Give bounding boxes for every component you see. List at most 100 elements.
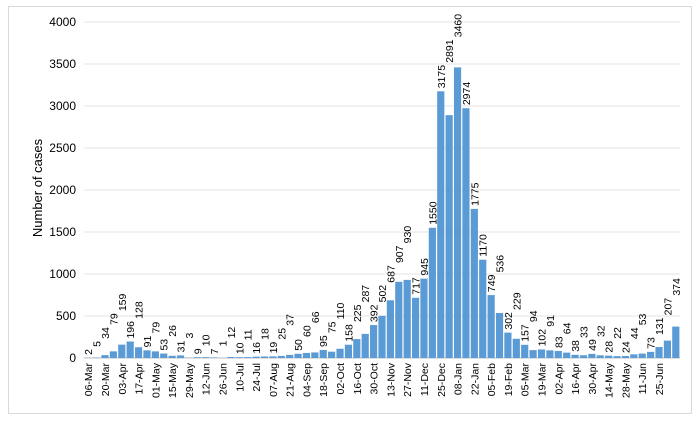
bar bbox=[579, 355, 588, 358]
data-label: 374 bbox=[671, 278, 683, 296]
bar bbox=[202, 357, 210, 358]
y-tick-label: 1000 bbox=[49, 267, 76, 281]
x-tick-label: 06-Mar bbox=[83, 363, 95, 397]
data-label: 225 bbox=[352, 304, 364, 322]
data-label: 44 bbox=[629, 327, 641, 339]
x-tick-label: 14-May bbox=[604, 362, 616, 398]
x-tick-label: 15-May bbox=[167, 362, 179, 398]
x-tick-label: 18-Sep bbox=[318, 363, 330, 397]
bar bbox=[529, 350, 537, 358]
data-label: 131 bbox=[654, 317, 666, 335]
data-label: 31 bbox=[176, 341, 188, 353]
data-label: 32 bbox=[595, 325, 607, 337]
bar bbox=[428, 227, 436, 358]
y-tick-label: 4000 bbox=[49, 15, 76, 29]
x-tick-label: 22-Jan bbox=[469, 363, 481, 395]
bar bbox=[563, 352, 571, 358]
bar bbox=[495, 312, 504, 358]
bar bbox=[210, 357, 218, 358]
bar bbox=[621, 355, 630, 358]
x-tick-label: 11-Dec bbox=[419, 363, 431, 396]
data-label: 159 bbox=[117, 293, 129, 311]
data-label: 91 bbox=[142, 336, 154, 348]
bar bbox=[453, 67, 462, 359]
bar bbox=[605, 355, 613, 358]
bar bbox=[277, 355, 285, 358]
bar bbox=[462, 108, 470, 359]
bar bbox=[445, 115, 453, 358]
x-tick-label: 17-Apr bbox=[134, 362, 146, 394]
x-tick-label: 05-Mar bbox=[520, 363, 532, 397]
data-label: 24 bbox=[620, 341, 632, 353]
bar bbox=[336, 348, 344, 358]
data-label: 7 bbox=[209, 348, 221, 354]
data-label: 502 bbox=[377, 285, 389, 303]
bar bbox=[168, 355, 176, 358]
x-tick-label: 19-Mar bbox=[536, 363, 548, 397]
x-tick-label: 12-Jun bbox=[201, 363, 213, 395]
x-tick-label: 11-Jun bbox=[637, 363, 649, 394]
data-label: 717 bbox=[411, 277, 423, 295]
bar bbox=[134, 347, 143, 358]
x-tick-label: 29-May bbox=[184, 362, 196, 398]
data-label: 207 bbox=[662, 298, 674, 316]
data-label: 1550 bbox=[427, 201, 439, 225]
data-label: 3 bbox=[184, 333, 196, 339]
bar bbox=[479, 259, 487, 358]
x-tick-label: 07-Aug bbox=[268, 363, 280, 397]
x-tick-label: 16-Apr bbox=[570, 362, 582, 394]
data-label: 60 bbox=[301, 325, 313, 337]
data-label: 33 bbox=[578, 326, 590, 338]
bar bbox=[470, 208, 478, 358]
x-tick-label: 27-Nov bbox=[402, 362, 414, 397]
data-label: 11 bbox=[243, 329, 255, 340]
data-label: 22 bbox=[612, 327, 624, 339]
y-tick-label: 3500 bbox=[49, 57, 76, 71]
bar bbox=[588, 353, 596, 358]
bar bbox=[328, 351, 336, 358]
data-label: 196 bbox=[125, 321, 137, 339]
data-label: 907 bbox=[394, 245, 406, 263]
bar bbox=[101, 355, 109, 358]
x-tick-label: 08-Jan bbox=[453, 363, 465, 395]
data-label: 158 bbox=[343, 324, 355, 342]
bar bbox=[630, 354, 638, 358]
bar bbox=[420, 278, 428, 358]
bar bbox=[151, 351, 159, 358]
y-tick-label: 2500 bbox=[49, 141, 76, 155]
data-label: 1775 bbox=[469, 182, 481, 206]
x-tick-label: 21-Aug bbox=[285, 363, 297, 397]
data-label: 945 bbox=[419, 258, 431, 276]
bar bbox=[235, 357, 243, 358]
bar bbox=[311, 352, 319, 358]
data-label: 79 bbox=[150, 322, 162, 334]
bar bbox=[109, 351, 117, 358]
data-label: 75 bbox=[327, 321, 339, 333]
x-tick-label: 30-Oct bbox=[369, 363, 381, 395]
bar bbox=[655, 346, 663, 358]
x-tick-label: 28-May bbox=[620, 362, 632, 398]
x-tick-label: 01-May bbox=[150, 362, 162, 398]
data-label: 16 bbox=[251, 342, 263, 354]
bar bbox=[411, 297, 420, 358]
y-tick-label: 2000 bbox=[49, 183, 76, 197]
x-tick-label: 19-Feb bbox=[503, 363, 515, 396]
data-label: 73 bbox=[646, 337, 658, 349]
data-label: 229 bbox=[511, 292, 523, 310]
bar bbox=[571, 354, 579, 358]
bar bbox=[269, 356, 277, 358]
x-tick-label: 20-Mar bbox=[100, 363, 112, 397]
data-label: 79 bbox=[108, 313, 120, 325]
data-label: 53 bbox=[637, 313, 649, 325]
y-tick-label: 0 bbox=[69, 351, 76, 365]
bar bbox=[638, 353, 646, 358]
data-label: 50 bbox=[293, 339, 305, 351]
x-tick-label: 02-Apr bbox=[553, 362, 565, 394]
data-label: 94 bbox=[528, 310, 540, 322]
bar bbox=[227, 356, 235, 358]
x-tick-label: 24-Jul bbox=[251, 363, 263, 392]
x-tick-label: 25-Jun bbox=[654, 363, 666, 395]
bar bbox=[403, 279, 411, 358]
